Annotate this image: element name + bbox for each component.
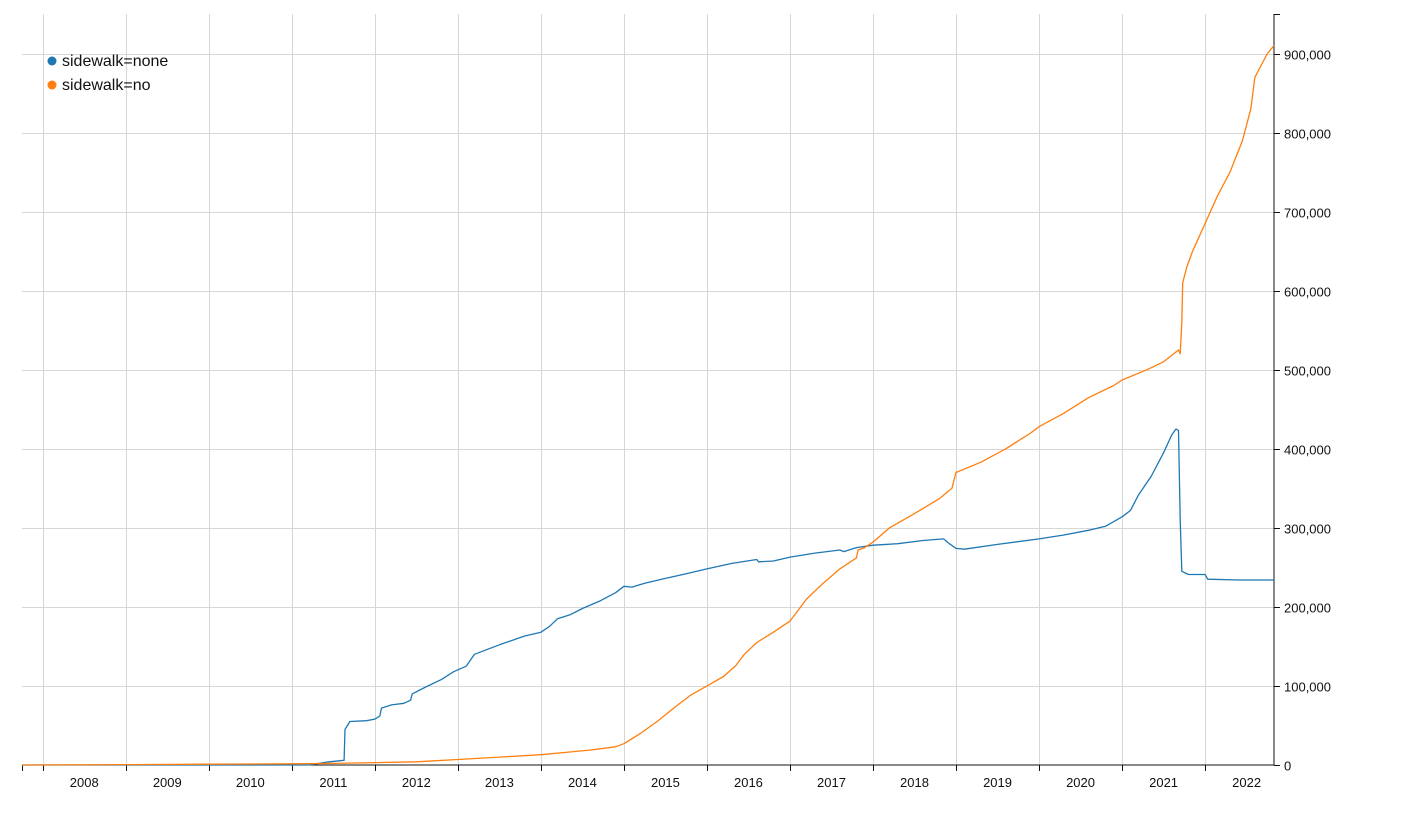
x-tick-label: 2010	[236, 775, 265, 790]
y-tick-label: 900,000	[1284, 48, 1331, 63]
x-tick-label: 2019	[983, 775, 1012, 790]
legend: sidewalk=none sidewalk=no	[47, 53, 169, 94]
x-tick-label: 2008	[70, 775, 99, 790]
series-line-sidewalk-none[interactable]	[22, 428, 1274, 766]
y-tick-label: 200,000	[1284, 601, 1331, 616]
legend-label-sidewalk-none: sidewalk=none	[62, 53, 168, 70]
x-tick-label: 2020	[1066, 775, 1095, 790]
x-tick-label: 2009	[153, 775, 182, 790]
legend-marker-sidewalk-none	[47, 56, 57, 66]
y-tick-label: 100,000	[1284, 680, 1331, 695]
x-tick-label: 2011	[319, 775, 347, 790]
x-tick-label: 2015	[651, 775, 680, 790]
series	[21, 45, 1275, 766]
x-tick-label: 2021	[1149, 775, 1178, 790]
axes: 2008 2009 2010 2011 2012 2013 2014 2015 2016 2017…	[22, 14, 1331, 790]
legend-marker-sidewalk-no	[47, 80, 57, 90]
grid	[22, 14, 1274, 765]
legend-item-sidewalk-none[interactable]: sidewalk=none	[47, 53, 169, 70]
x-tick-label: 2022	[1232, 775, 1261, 790]
legend-item-sidewalk-no[interactable]: sidewalk=no	[47, 77, 151, 94]
y-tick-label: 700,000	[1284, 206, 1331, 221]
y-tick-label: 500,000	[1284, 364, 1331, 379]
y-tick-label: 800,000	[1284, 127, 1331, 142]
x-tick-label: 2012	[402, 775, 431, 790]
y-tick-label: 600,000	[1284, 285, 1331, 300]
x-tick-label: 2013	[485, 775, 514, 790]
x-tick-label: 2017	[817, 775, 846, 790]
legend-label-sidewalk-no: sidewalk=no	[62, 77, 151, 94]
x-tick-label: 2016	[734, 775, 763, 790]
y-tick-label: 300,000	[1284, 522, 1331, 537]
y-tick-label: 0	[1284, 759, 1291, 774]
series-line-sidewalk-no[interactable]	[21, 45, 1275, 766]
x-tick-label: 2018	[900, 775, 929, 790]
x-tick-label: 2014	[568, 775, 597, 790]
y-tick-label: 400,000	[1284, 443, 1331, 458]
